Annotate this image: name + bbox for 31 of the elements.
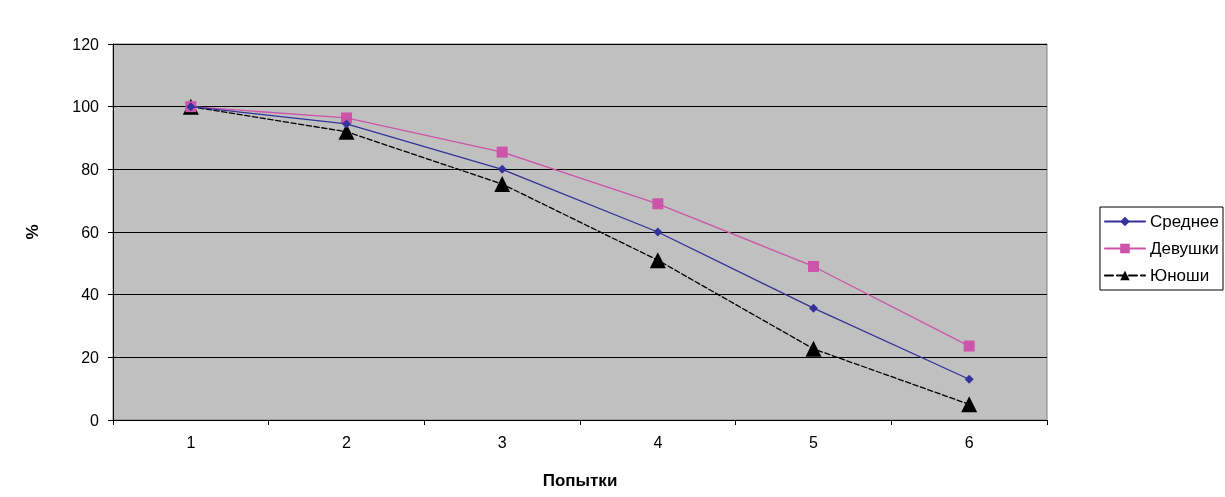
y-tick-label: 0 (90, 411, 100, 429)
y-tick-label: 20 (81, 348, 100, 366)
point (494, 176, 511, 193)
y-tick-label: 60 (81, 223, 100, 241)
y-axis-title: % (23, 224, 42, 240)
y-tick-label: 80 (81, 160, 100, 178)
point (961, 396, 978, 413)
y-tick-label: 40 (81, 286, 100, 304)
point (805, 340, 822, 357)
x-tick-label: 5 (809, 433, 819, 451)
point (342, 119, 351, 129)
x-tick-label: 2 (342, 433, 352, 451)
legend-label: Среднее (1149, 212, 1219, 231)
point (964, 374, 974, 384)
point (496, 146, 508, 158)
x-tick-label: 3 (497, 433, 507, 451)
y-tick-label: 100 (72, 98, 100, 116)
x-tick-label: 4 (653, 433, 663, 451)
y-tick-label: 120 (72, 35, 100, 53)
legend-label: Девушки (1149, 239, 1219, 258)
point (809, 303, 818, 313)
point (808, 260, 819, 272)
point (963, 340, 975, 352)
point (649, 252, 666, 269)
point (497, 164, 507, 174)
x-tick-label: 6 (964, 433, 974, 451)
point (652, 198, 664, 210)
x-tick-label: 1 (186, 433, 196, 451)
x-axis-title: Попытки (542, 471, 618, 490)
legend-label: Юноши (1149, 266, 1210, 285)
point (653, 227, 663, 237)
